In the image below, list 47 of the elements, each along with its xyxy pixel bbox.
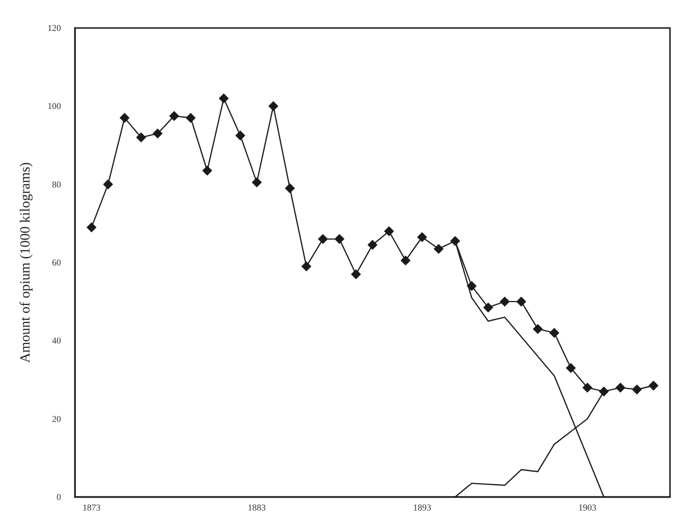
x-tick-label: 1873 (82, 502, 102, 512)
point (350, 269, 361, 280)
point (417, 232, 428, 242)
y-tick-label: 120 (48, 23, 62, 33)
point (400, 256, 411, 266)
y-tick-label: 80 (52, 179, 62, 190)
y-tick-label: 40 (52, 336, 62, 346)
point (500, 296, 510, 307)
point (252, 177, 262, 188)
point (169, 110, 180, 121)
point (615, 382, 626, 393)
point (434, 244, 444, 254)
x-tick-label: 1893 (413, 502, 432, 512)
point (483, 302, 494, 312)
point (566, 363, 576, 374)
x-tick-label: 1883 (248, 502, 266, 512)
point (334, 234, 344, 244)
point (368, 240, 378, 250)
point (582, 382, 592, 393)
point (186, 112, 196, 123)
point (268, 101, 278, 112)
y-tick-label: 0 (56, 492, 62, 502)
y-axis-title: Amount of opium (1000 kilograms) (18, 162, 34, 363)
x-tick-label: 1903 (578, 502, 597, 512)
point (218, 93, 229, 104)
point (532, 324, 543, 334)
point (466, 280, 477, 291)
point (235, 130, 246, 140)
point (648, 380, 658, 391)
point (136, 132, 146, 142)
point (384, 226, 394, 236)
point (284, 183, 295, 194)
point (549, 328, 560, 338)
point (120, 112, 130, 123)
point (103, 179, 114, 190)
point (202, 166, 212, 176)
point (598, 386, 609, 396)
point (301, 261, 312, 272)
point (450, 236, 460, 246)
point (318, 234, 328, 244)
y-tick-label: 60 (52, 258, 62, 268)
point (152, 128, 163, 139)
y-tick-label: 20 (52, 414, 62, 424)
point (632, 384, 642, 395)
point (516, 296, 526, 307)
point (86, 222, 97, 232)
y-tick-label: 100 (48, 101, 62, 112)
